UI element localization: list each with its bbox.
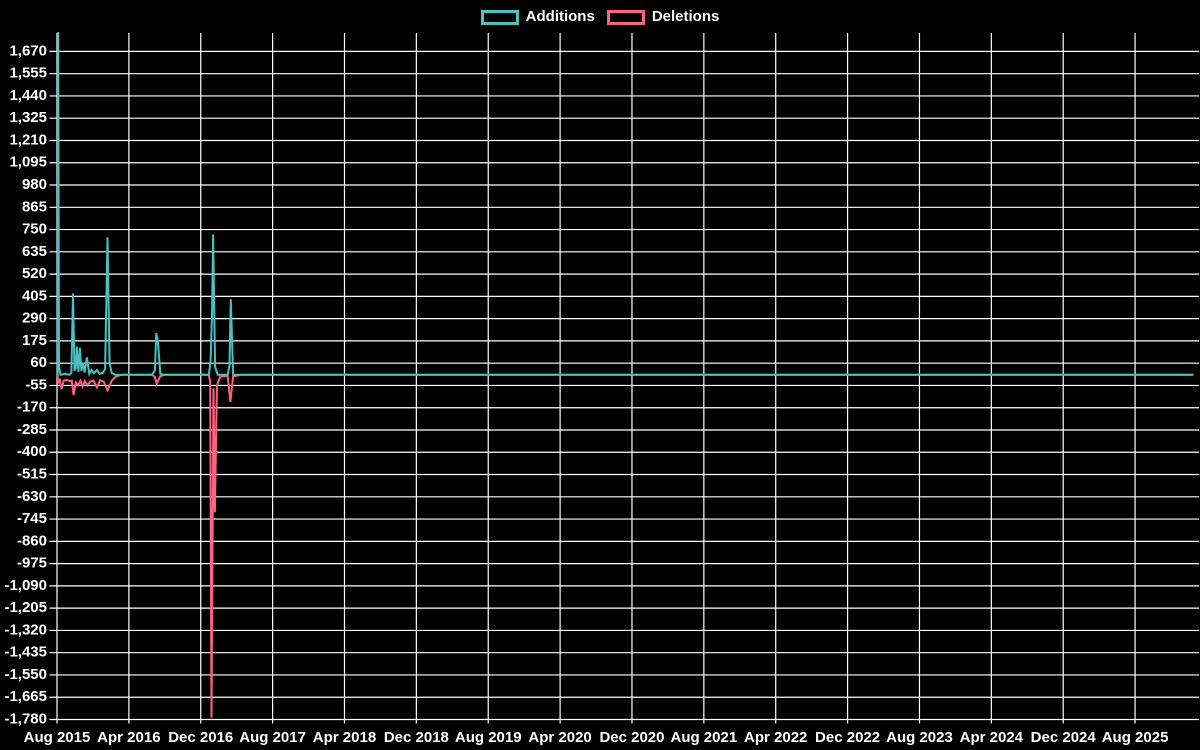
y-tick-label: -1,435 [4,644,47,661]
x-tick-label: Dec 2018 [384,729,449,746]
x-tick-label: Apr 2022 [744,729,807,746]
y-tick-label: -1,665 [4,688,47,705]
x-tick-label: Dec 2020 [599,729,664,746]
y-tick-label: 405 [22,287,47,304]
y-tick-label: -860 [17,532,47,549]
y-tick-label: 520 [22,265,47,282]
additions-swatch-icon [480,9,519,25]
y-tick-label: -1,550 [4,666,47,683]
y-tick-label: 1,095 [9,154,47,171]
y-tick-label: 980 [22,176,47,193]
x-tick-label: Apr 2016 [97,729,160,746]
x-tick-label: Dec 2024 [1031,729,1097,746]
x-tick-label: Dec 2016 [168,729,233,746]
y-tick-label: -975 [17,555,47,572]
x-tick-label: Apr 2018 [313,729,376,746]
x-tick-label: Aug 2021 [670,729,737,746]
legend-item-deletions[interactable]: Deletions [606,7,720,27]
x-tick-label: Aug 2023 [886,729,953,746]
y-tick-label: -55 [25,376,47,393]
y-tick-label: 1,325 [9,109,47,126]
y-tick-label: -515 [17,465,47,482]
deletions-swatch-icon [606,9,645,25]
x-tick-label: Apr 2024 [960,729,1024,746]
y-tick-label: 750 [22,221,47,238]
y-tick-label: 1,210 [9,131,47,148]
y-tick-label: 290 [22,310,47,327]
x-tick-label: Aug 2017 [239,729,306,746]
x-tick-label: Apr 2020 [528,729,591,746]
x-tick-label: Aug 2019 [455,729,522,746]
y-tick-label: -170 [17,399,47,416]
y-tick-label: -285 [17,421,47,438]
y-tick-label: -1,205 [4,599,47,616]
chart-legend: Additions Deletions [0,7,1200,27]
x-tick-label: Aug 2025 [1102,729,1169,746]
y-tick-label: -630 [17,488,47,505]
legend-item-additions[interactable]: Additions [480,7,595,27]
y-tick-label: 865 [22,198,47,215]
y-tick-label: 1,440 [9,87,47,104]
y-tick-label: 175 [22,332,47,349]
additions-line [56,32,1194,377]
y-tick-label: -400 [17,443,47,460]
legend-label-deletions: Deletions [651,8,720,25]
y-tick-label: 635 [22,243,47,260]
x-tick-label: Aug 2015 [24,729,91,746]
y-tick-label: 1,555 [9,65,47,82]
y-tick-label: -1,320 [4,621,47,638]
y-tick-label: 1,670 [9,42,47,59]
y-tick-label: -745 [17,510,47,527]
y-tick-label: -1,090 [4,577,47,594]
deletions-line [56,373,1194,718]
legend-label-additions: Additions [525,8,595,25]
y-tick-label: -1,780 [4,710,47,727]
x-tick-label: Dec 2022 [815,729,880,746]
y-tick-label: 60 [30,354,47,371]
